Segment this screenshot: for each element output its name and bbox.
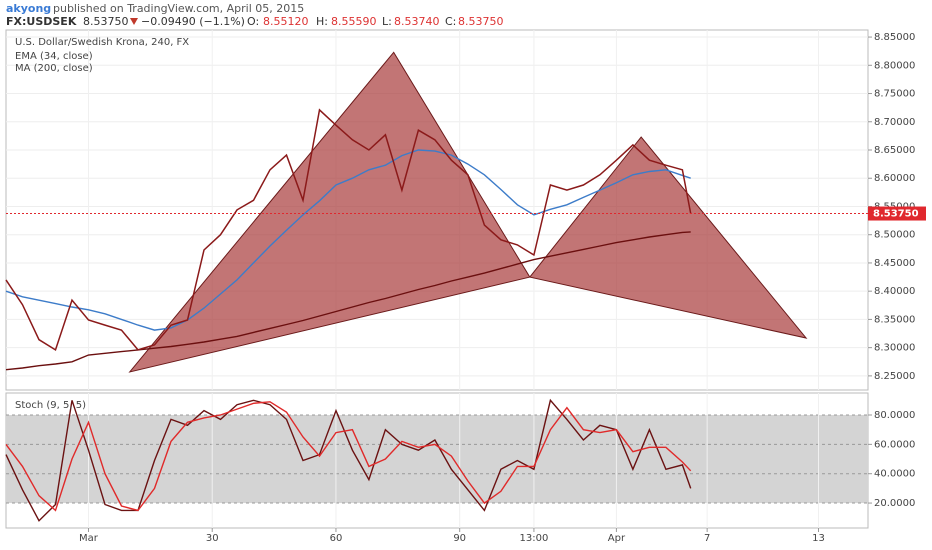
x-tick-label: 13	[812, 533, 825, 544]
x-tick-label: 60	[330, 533, 343, 544]
open: 8.55120	[263, 15, 309, 28]
high: 8.55590	[331, 15, 377, 28]
x-tick-label: Apr	[608, 533, 626, 544]
published: published on TradingView.com, April 05, …	[53, 2, 304, 15]
low-label: L:	[382, 15, 392, 28]
down-arrow	[130, 18, 138, 25]
y-tick-label: 8.35000	[874, 314, 915, 325]
y-tick-label: 8.40000	[874, 286, 915, 297]
x-tick-label: 90	[453, 533, 466, 544]
legend-entry: EMA (34, close)	[15, 51, 93, 62]
y-tick-label: 20.0000	[874, 498, 915, 509]
x-tick-label: 13:00	[520, 533, 549, 544]
low: 8.53740	[394, 15, 440, 28]
y-tick-label: 8.65000	[874, 145, 915, 156]
y-tick-label: 60.0000	[874, 439, 915, 450]
y-tick-label: 8.60000	[874, 173, 915, 184]
series-line	[5, 231, 691, 371]
series-line	[5, 401, 692, 512]
close: 8.53750	[458, 15, 504, 28]
symbol: FX:USDSEK	[6, 15, 77, 28]
y-tick-label: 40.0000	[874, 469, 915, 480]
y-tick-label: 8.70000	[874, 117, 915, 128]
harmonic-pattern	[528, 136, 808, 339]
y-tick-label: 80.0000	[874, 410, 915, 421]
price-line	[5, 108, 692, 352]
stoch-band	[6, 415, 868, 504]
legend-entry: MA (200, close)	[15, 63, 93, 74]
series-line	[5, 398, 692, 522]
y-tick-label: 8.80000	[874, 60, 915, 71]
y-tick-label: 8.45000	[874, 258, 915, 269]
open-label: O:	[247, 15, 259, 28]
high-label: H:	[316, 15, 328, 28]
change: −0.09490 (−1.1%)	[141, 15, 245, 28]
y-tick-label: 8.30000	[874, 343, 915, 354]
x-tick-label: 30	[206, 533, 219, 544]
price: 8.53750	[83, 15, 129, 28]
panel-title: U.S. Dollar/Swedish Krona, 240, FX	[15, 37, 189, 48]
last-price-tag	[868, 206, 926, 221]
x-tick-label: Mar	[79, 533, 99, 544]
y-tick-label: 8.85000	[874, 32, 915, 43]
panel-title: Stoch (9, 5, 5)	[15, 400, 86, 411]
y-tick-label: 8.50000	[874, 230, 915, 241]
y-tick-label: 8.75000	[874, 89, 915, 100]
x-tick-label: 7	[704, 533, 710, 544]
last-price-label: 8.53750	[873, 209, 919, 220]
close-label: C:	[445, 15, 456, 28]
y-tick-label: 8.25000	[874, 371, 915, 382]
user[interactable]: akyong	[6, 2, 51, 15]
series-line	[5, 149, 691, 331]
harmonic-pattern	[128, 51, 531, 373]
